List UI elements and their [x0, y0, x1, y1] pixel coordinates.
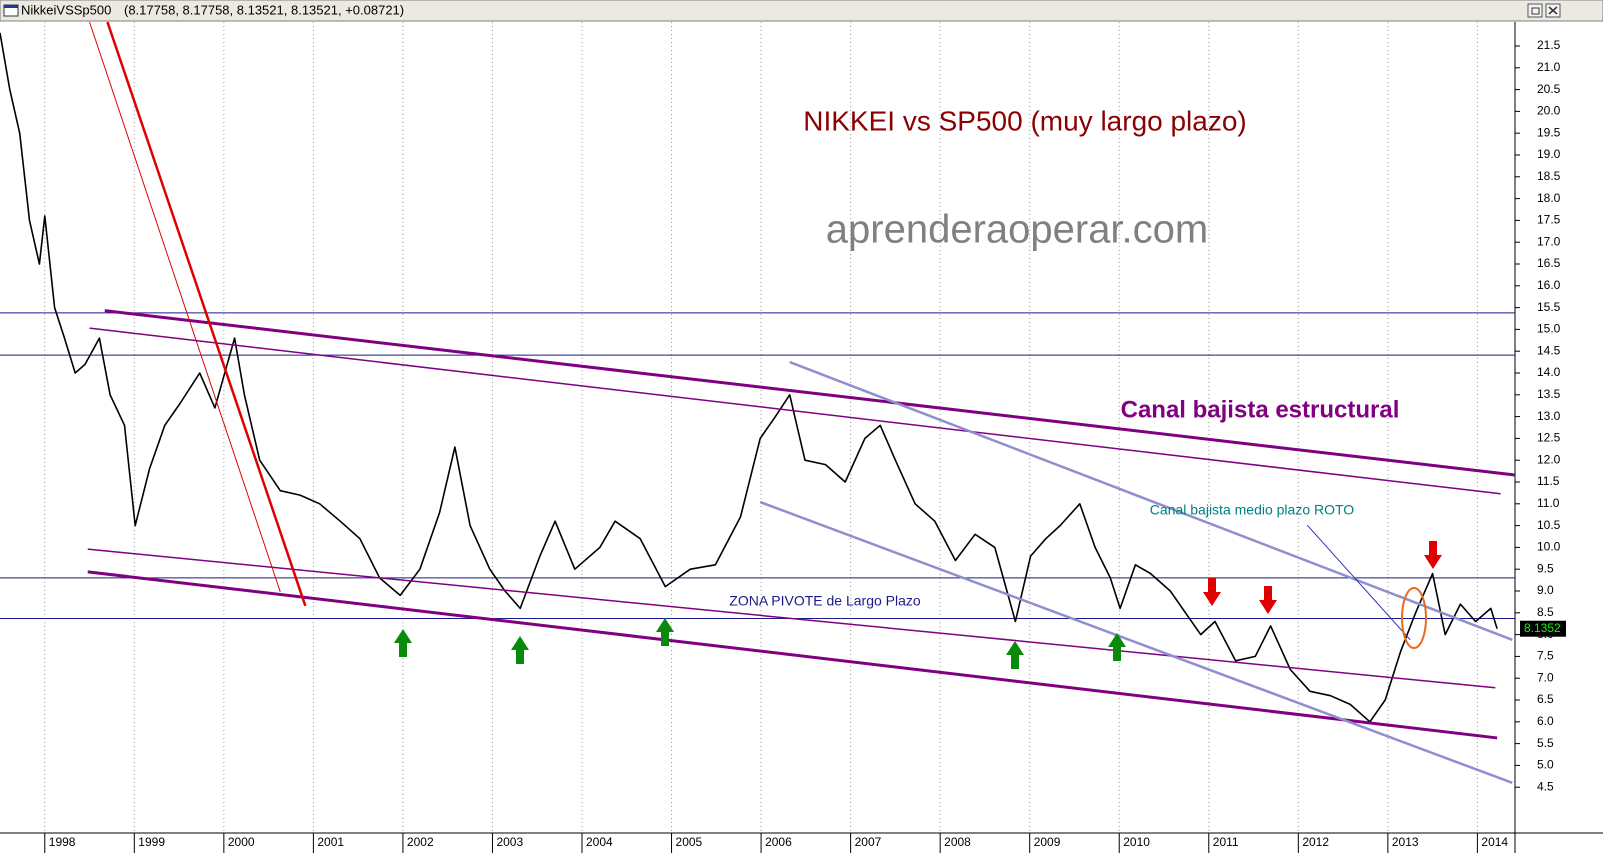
breakout-circle: [1401, 587, 1427, 649]
x-tick-label: 2006: [765, 835, 792, 849]
down-arrow: [1424, 541, 1442, 569]
trend-line: [89, 327, 1501, 495]
y-tick-label: 18.0: [1537, 191, 1561, 205]
x-tick-label: 2004: [586, 835, 613, 849]
y-tick-label: 10.0: [1537, 540, 1561, 554]
y-tick-label: 15.0: [1537, 322, 1561, 336]
y-tick-label: 13.0: [1537, 409, 1561, 423]
x-tick-label: 2003: [496, 835, 523, 849]
x-tick-label: 2013: [1392, 835, 1419, 849]
trend-line: [106, 21, 307, 607]
y-tick-label: 13.5: [1537, 387, 1561, 401]
maximize-button[interactable]: [1527, 3, 1543, 18]
x-tick-label: 1999: [138, 835, 165, 849]
y-tick-label: 17.5: [1537, 213, 1561, 227]
window-ohlc: (8.17758, 8.17758, 8.13521, 8.13521, +0.…: [124, 2, 404, 17]
plot-area: 1998 1999 2000 2001 2002 2003 2004 2005 2006 2007…: [0, 21, 1603, 853]
y-tick-label: 4.5: [1537, 779, 1554, 793]
y-tick-label: 7.0: [1537, 670, 1554, 684]
last-value-label: 8.1352: [1524, 621, 1561, 635]
y-tick-label: 16.0: [1537, 278, 1561, 292]
y-tick-label: 11.5: [1537, 474, 1560, 488]
y-tick-label: 12.5: [1537, 431, 1561, 445]
x-tick-label: 2000: [228, 835, 255, 849]
x-tick-label: 2010: [1123, 835, 1150, 849]
y-tick-label: 9.5: [1537, 561, 1554, 575]
y-tick-label: 16.5: [1537, 256, 1561, 270]
maximize-icon: [1531, 7, 1540, 15]
x-tick-label: 2008: [944, 835, 971, 849]
y-tick-label: 12.0: [1537, 452, 1561, 466]
trend-line: [789, 360, 1513, 642]
up-arrow: [1006, 641, 1024, 669]
trend-line: [87, 548, 1496, 689]
y-tick-label: 5.5: [1537, 736, 1554, 750]
y-tick-label: 10.5: [1537, 518, 1561, 532]
y-tick-label: 19.0: [1537, 147, 1561, 161]
y-tick-label: 9.0: [1537, 583, 1554, 597]
annotation: ZONA PIVOTE de Largo Plazo: [729, 593, 921, 609]
x-tick-label: 2001: [317, 835, 344, 849]
annotation: Canal bajista estructural: [1121, 396, 1400, 423]
y-tick-label: 20.0: [1537, 104, 1561, 118]
x-tick-label: 2007: [855, 835, 882, 849]
y-tick-label: 6.0: [1537, 714, 1554, 728]
price-line: [0, 32, 1498, 723]
up-arrow: [394, 629, 412, 657]
title-bar: [0, 0, 1603, 22]
x-tick-label: 2014: [1481, 835, 1508, 849]
chart-subtitle: aprenderaoperar.com: [826, 208, 1208, 252]
close-icon: [1548, 6, 1558, 15]
x-tick-label: 2011: [1213, 835, 1239, 849]
down-arrows: [1203, 541, 1442, 614]
y-tick-label: 17.0: [1537, 234, 1561, 248]
y-tick-label: 19.5: [1537, 125, 1561, 139]
y-tick-label: 11.0: [1537, 496, 1560, 510]
trend-line: [759, 500, 1513, 785]
trend-line: [104, 309, 1516, 477]
chart-title: NIKKEI vs SP500 (muy largo plazo): [803, 105, 1247, 136]
up-arrow: [511, 636, 529, 664]
y-tick-label: 18.5: [1537, 169, 1561, 183]
x-tick-label: 2005: [676, 835, 703, 849]
y-tick-label: 8.5: [1537, 605, 1554, 619]
trend-line: [1306, 524, 1411, 641]
y-tick-label: 21.5: [1537, 38, 1561, 52]
y-tick-label: 20.5: [1537, 82, 1561, 96]
x-tick-label: 2009: [1034, 835, 1061, 849]
up-arrows: [394, 618, 1126, 669]
y-tick-label: 21.0: [1537, 60, 1561, 74]
down-arrow: [1259, 586, 1277, 614]
annotation: Canal bajista medio plazo ROTO: [1150, 502, 1355, 518]
trend-line: [87, 570, 1498, 740]
y-tick-label: 14.5: [1537, 343, 1561, 357]
y-tick-label: 15.5: [1537, 300, 1561, 314]
x-tick-label: 1998: [49, 835, 76, 849]
x-tick-label: 2012: [1302, 835, 1329, 849]
window-icon-bar: [4, 5, 18, 8]
y-tick-label: 7.5: [1537, 649, 1554, 663]
last-value-box: [1520, 620, 1566, 637]
up-arrow: [656, 618, 674, 646]
trend-line: [89, 21, 281, 593]
y-tick-label: 5.0: [1537, 758, 1554, 772]
y-tick-label: 6.5: [1537, 692, 1554, 706]
down-arrow: [1203, 578, 1221, 606]
x-tick-label: 2002: [407, 835, 434, 849]
y-tick-label: 14.0: [1537, 365, 1561, 379]
window-name: NikkeiVSSp500: [21, 2, 111, 17]
up-arrow: [1108, 633, 1126, 661]
